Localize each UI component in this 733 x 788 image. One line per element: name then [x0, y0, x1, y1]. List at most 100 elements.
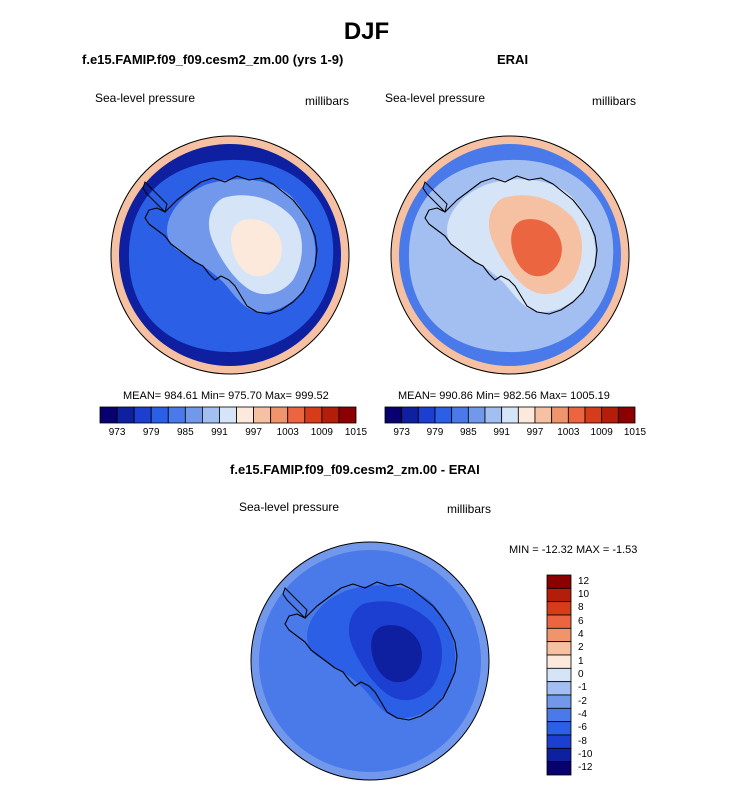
obs-units-label: millibars — [592, 94, 637, 108]
diff-colorbar-tick-label: -10 — [578, 749, 593, 760]
diff-colorbar-tick-label: -1 — [578, 682, 587, 694]
diff-colorbar-swatch — [546, 641, 572, 656]
diff-colorbar-swatch — [546, 587, 572, 603]
diff-colorbar-swatch — [546, 654, 572, 669]
model-coastline — [144, 175, 318, 315]
diff-colorbar-tick-label: -2 — [578, 695, 587, 707]
diff-variable-label: Sea-level pressure — [239, 500, 340, 514]
model-colorbar-tick-label: 979 — [142, 427, 160, 438]
diff-panel-title: f.e15.FAMIP.f09_f09.cesm2_zm.00 - ERAI — [230, 462, 480, 477]
diff-field-plateau-center — [371, 625, 422, 683]
obs-colorbar — [384, 406, 636, 424]
diff-colorbar-tick-label: -4 — [578, 709, 587, 720]
obs-panel-title: ERAI — [497, 52, 529, 67]
model-colorbar-swatch — [99, 406, 118, 424]
diff-colorbar-swatch — [546, 627, 572, 643]
model-colorbar-ticks: 973 979 985 991 997 1003 1009 1015 — [100, 427, 367, 441]
model-colorbar-swatch — [287, 406, 306, 424]
obs-polar-map — [390, 135, 630, 375]
obs-colorbar-swatch — [484, 406, 503, 424]
model-colorbar-swatch — [219, 406, 237, 424]
model-colorbar — [99, 406, 357, 424]
obs-variable-label: Sea-level pressure — [385, 91, 486, 105]
obs-map-border — [390, 135, 630, 375]
figure-title: DJF — [343, 18, 390, 45]
obs-colorbar-tick-label: 997 — [526, 427, 544, 438]
obs-colorbar-swatch — [467, 406, 486, 424]
model-colorbar-swatch — [253, 406, 272, 424]
model-colorbar-swatch — [184, 406, 203, 424]
diff-colorbar-swatch — [546, 707, 572, 723]
obs-colorbar-swatch — [401, 406, 419, 424]
diff-colorbar-tick-label: 1 — [578, 655, 584, 667]
obs-colorbar-tick-label: 979 — [426, 427, 444, 438]
diff-colorbar-swatch — [546, 694, 572, 709]
diff-colorbar-swatch — [546, 734, 572, 749]
model-colorbar-tick-label: 985 — [176, 427, 194, 438]
diff-colorbar-tick-label: 10 — [578, 589, 590, 600]
model-field-plateau-center — [231, 219, 282, 277]
diff-colorbar-swatch — [546, 574, 572, 589]
diff-colorbar-swatch — [546, 747, 572, 763]
model-units-label: millibars — [305, 94, 350, 108]
diff-colorbar-ticks: 12 10 8 6 4 2 1 0 -1 -2 -4 -6 -8 -10 -12 — [578, 575, 618, 775]
model-map-border — [110, 135, 350, 375]
diff-colorbar-swatch — [546, 667, 572, 683]
obs-colorbar-tick-label: 973 — [393, 427, 410, 438]
model-panel-title: f.e15.FAMIP.f09_f09.cesm2_zm.00 (yrs 1-9… — [82, 52, 344, 67]
model-colorbar-tick-label: 997 — [245, 427, 262, 438]
obs-colorbar-tick-label: 1009 — [590, 427, 613, 438]
model-colorbar-swatch — [338, 406, 357, 424]
diff-colorbar-tick-label: 8 — [578, 602, 584, 614]
model-colorbar-swatch — [270, 406, 289, 424]
obs-colorbar-swatch — [567, 406, 586, 424]
diff-coastline — [284, 581, 458, 721]
diff-polar-map — [250, 541, 490, 781]
model-colorbar-swatch — [133, 406, 152, 424]
model-colorbar-swatch — [167, 406, 186, 424]
diff-peninsula-coastline — [282, 587, 308, 619]
obs-colorbar-swatch — [501, 406, 519, 424]
obs-colorbar-ticks: 973 979 985 991 997 1003 1009 1015 — [385, 427, 646, 441]
obs-colorbar-tick-label: 991 — [493, 427, 510, 438]
diff-colorbar-tick-label: 0 — [578, 669, 584, 680]
model-colorbar-swatch — [321, 406, 340, 424]
model-colorbar-swatch — [150, 406, 169, 424]
diff-colorbar-tick-label: -12 — [578, 762, 593, 774]
diff-units-label: millibars — [447, 502, 492, 516]
obs-colorbar-swatch — [434, 406, 453, 424]
obs-colorbar-swatch — [551, 406, 569, 424]
model-colorbar-tick-label: 973 — [108, 427, 126, 438]
model-variable-label: Sea-level pressure — [95, 91, 196, 105]
obs-colorbar-swatch — [384, 406, 403, 424]
diff-colorbar — [546, 574, 572, 776]
model-colorbar-swatch — [304, 406, 323, 424]
obs-colorbar-swatch — [534, 406, 553, 424]
diff-colorbar-tick-label: 6 — [578, 615, 584, 627]
model-colorbar-tick-label: 1003 — [276, 427, 299, 438]
obs-colorbar-swatch — [417, 406, 436, 424]
model-colorbar-tick-label: 1015 — [344, 427, 368, 438]
obs-colorbar-swatch — [584, 406, 603, 424]
diff-map-border — [250, 541, 490, 781]
obs-peninsula-coastline — [422, 181, 448, 213]
diff-stats: MIN = -12.32 MAX = -1.53 — [509, 544, 638, 556]
diff-colorbar-tick-label: -6 — [578, 722, 587, 734]
obs-colorbar-swatch — [617, 406, 636, 424]
diff-colorbar-swatch — [546, 601, 572, 616]
obs-colorbar-tick-label: 1015 — [623, 427, 647, 438]
diff-colorbar-swatch — [546, 614, 572, 629]
obs-colorbar-tick-label: 1003 — [557, 427, 580, 438]
obs-coastline — [424, 175, 598, 315]
diff-colorbar-tick-label: 2 — [578, 642, 584, 654]
model-colorbar-tick-label: 991 — [211, 427, 228, 438]
obs-colorbar-swatch — [517, 406, 536, 424]
diff-colorbar-swatch — [546, 721, 572, 736]
model-peninsula-coastline — [142, 181, 168, 213]
obs-colorbar-swatch — [451, 406, 469, 424]
diff-colorbar-tick-label: 12 — [578, 575, 590, 587]
obs-colorbar-tick-label: 985 — [459, 427, 477, 438]
diff-colorbar-swatch — [546, 761, 572, 776]
model-colorbar-swatch — [202, 406, 220, 424]
diff-colorbar-tick-label: -8 — [578, 735, 587, 747]
